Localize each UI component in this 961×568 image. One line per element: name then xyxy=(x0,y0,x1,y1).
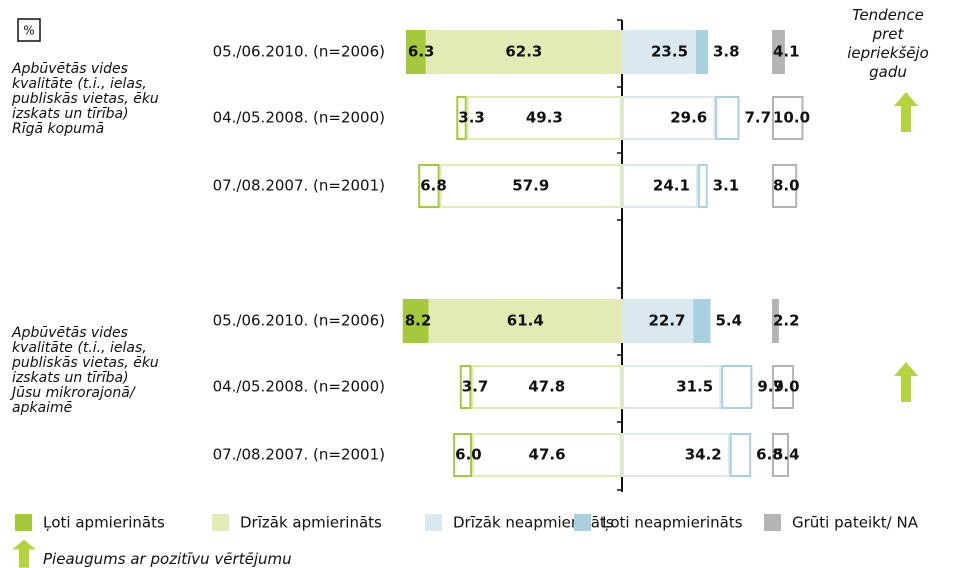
legend-label: Ļoti neapmierināts xyxy=(602,514,743,532)
value-label: 8.2 xyxy=(405,312,432,330)
value-label: 10.0 xyxy=(773,109,810,127)
value-label: 22.7 xyxy=(648,312,685,330)
legend-swatch xyxy=(574,514,591,531)
value-label: 4.1 xyxy=(773,43,800,61)
value-label: 62.3 xyxy=(505,43,542,61)
bar-segment xyxy=(622,164,698,208)
value-label: 5.4 xyxy=(716,312,743,330)
bar-segment xyxy=(721,365,753,409)
row-label: 05./06.2010. (n=2006) xyxy=(213,312,385,330)
bar-segment xyxy=(418,164,440,208)
legend-label: Ļoti apmierināts xyxy=(43,514,165,532)
trend-arrow xyxy=(894,92,918,132)
value-label: 6.8 xyxy=(756,446,783,464)
row-label: 04./05.2008. (n=2000) xyxy=(213,378,385,396)
value-label: 34.2 xyxy=(685,446,722,464)
bar-segment xyxy=(696,30,708,74)
value-label: 49.3 xyxy=(526,109,563,127)
bar-segment xyxy=(697,164,708,208)
row-label: 05./06.2010. (n=2006) xyxy=(213,43,385,61)
value-label: 3.3 xyxy=(458,109,485,127)
bar-segment xyxy=(425,30,622,74)
value-label: 31.5 xyxy=(676,378,713,396)
trend-title: Tendence pret iepriekšējo gadu xyxy=(847,6,929,81)
bar-segment xyxy=(772,299,779,343)
value-label: 24.1 xyxy=(653,177,690,195)
row-label: 07./08.2007. (n=2001) xyxy=(213,177,385,195)
bar-segment xyxy=(459,365,472,409)
legend-arrow xyxy=(12,539,36,568)
value-label: 9.9 xyxy=(757,378,784,396)
value-label: 5.4 xyxy=(773,446,800,464)
bar-segment xyxy=(466,96,622,140)
legend-swatch xyxy=(764,514,781,531)
bar-segment xyxy=(453,433,473,477)
value-label: 7.7 xyxy=(744,109,771,127)
bar-segment xyxy=(622,30,697,74)
bar-segment xyxy=(471,365,622,409)
bar-segment xyxy=(402,299,429,343)
bar-segment xyxy=(772,433,790,477)
group-label: Apbūvētās vides kvalitāte (t.i., ielas, … xyxy=(12,325,159,416)
unit-box xyxy=(17,18,41,42)
bar-segment xyxy=(439,164,622,208)
trend-arrow xyxy=(894,362,918,402)
legend-label: Grūti pateikt/ NA xyxy=(792,514,919,532)
legend-swatch xyxy=(212,514,229,531)
bar-segment xyxy=(693,299,711,343)
bar-segment xyxy=(772,30,785,74)
value-label: 8.0 xyxy=(773,177,800,195)
value-label: 23.5 xyxy=(651,43,688,61)
bar-segment xyxy=(772,365,795,409)
legend-swatch xyxy=(15,514,32,531)
bar-segment xyxy=(428,299,622,343)
bar-segment xyxy=(622,365,722,409)
row-label: 07./08.2007. (n=2001) xyxy=(213,446,385,464)
value-label: 3.1 xyxy=(713,177,740,195)
value-label: 47.6 xyxy=(529,446,566,464)
value-label: 61.4 xyxy=(507,312,544,330)
value-label: 7.0 xyxy=(773,378,800,396)
value-label: 6.3 xyxy=(408,43,435,61)
value-label: 2.2 xyxy=(773,312,800,330)
value-label: 3.8 xyxy=(713,43,740,61)
bar-segment xyxy=(405,30,426,74)
group-label: Apbūvētās vides kvalitāte (t.i., ielas, … xyxy=(12,61,159,137)
legend-label: Drīzāk apmierināts xyxy=(240,514,382,532)
bar-segment xyxy=(622,96,716,140)
bar-segment xyxy=(729,433,752,477)
bar-segment xyxy=(622,433,730,477)
bar-segment xyxy=(456,96,467,140)
legend-label: Drīzāk neapmierināts xyxy=(453,514,614,532)
bar-segment xyxy=(772,164,798,208)
value-label: 47.8 xyxy=(528,378,565,396)
value-label: 6.0 xyxy=(455,446,482,464)
value-label: 29.6 xyxy=(670,109,707,127)
value-label: 6.8 xyxy=(420,177,447,195)
trend-legend: Pieaugums ar pozitīvu vērtējumu xyxy=(43,550,292,568)
legend-swatch xyxy=(425,514,442,531)
value-label: 3.7 xyxy=(462,378,489,396)
bar-segment xyxy=(622,299,694,343)
unit-label: % xyxy=(23,24,34,38)
bar-segment xyxy=(772,96,804,140)
bar-segment xyxy=(715,96,740,140)
value-label: 57.9 xyxy=(512,177,549,195)
bar-segment xyxy=(472,433,622,477)
row-label: 04./05.2008. (n=2000) xyxy=(213,109,385,127)
